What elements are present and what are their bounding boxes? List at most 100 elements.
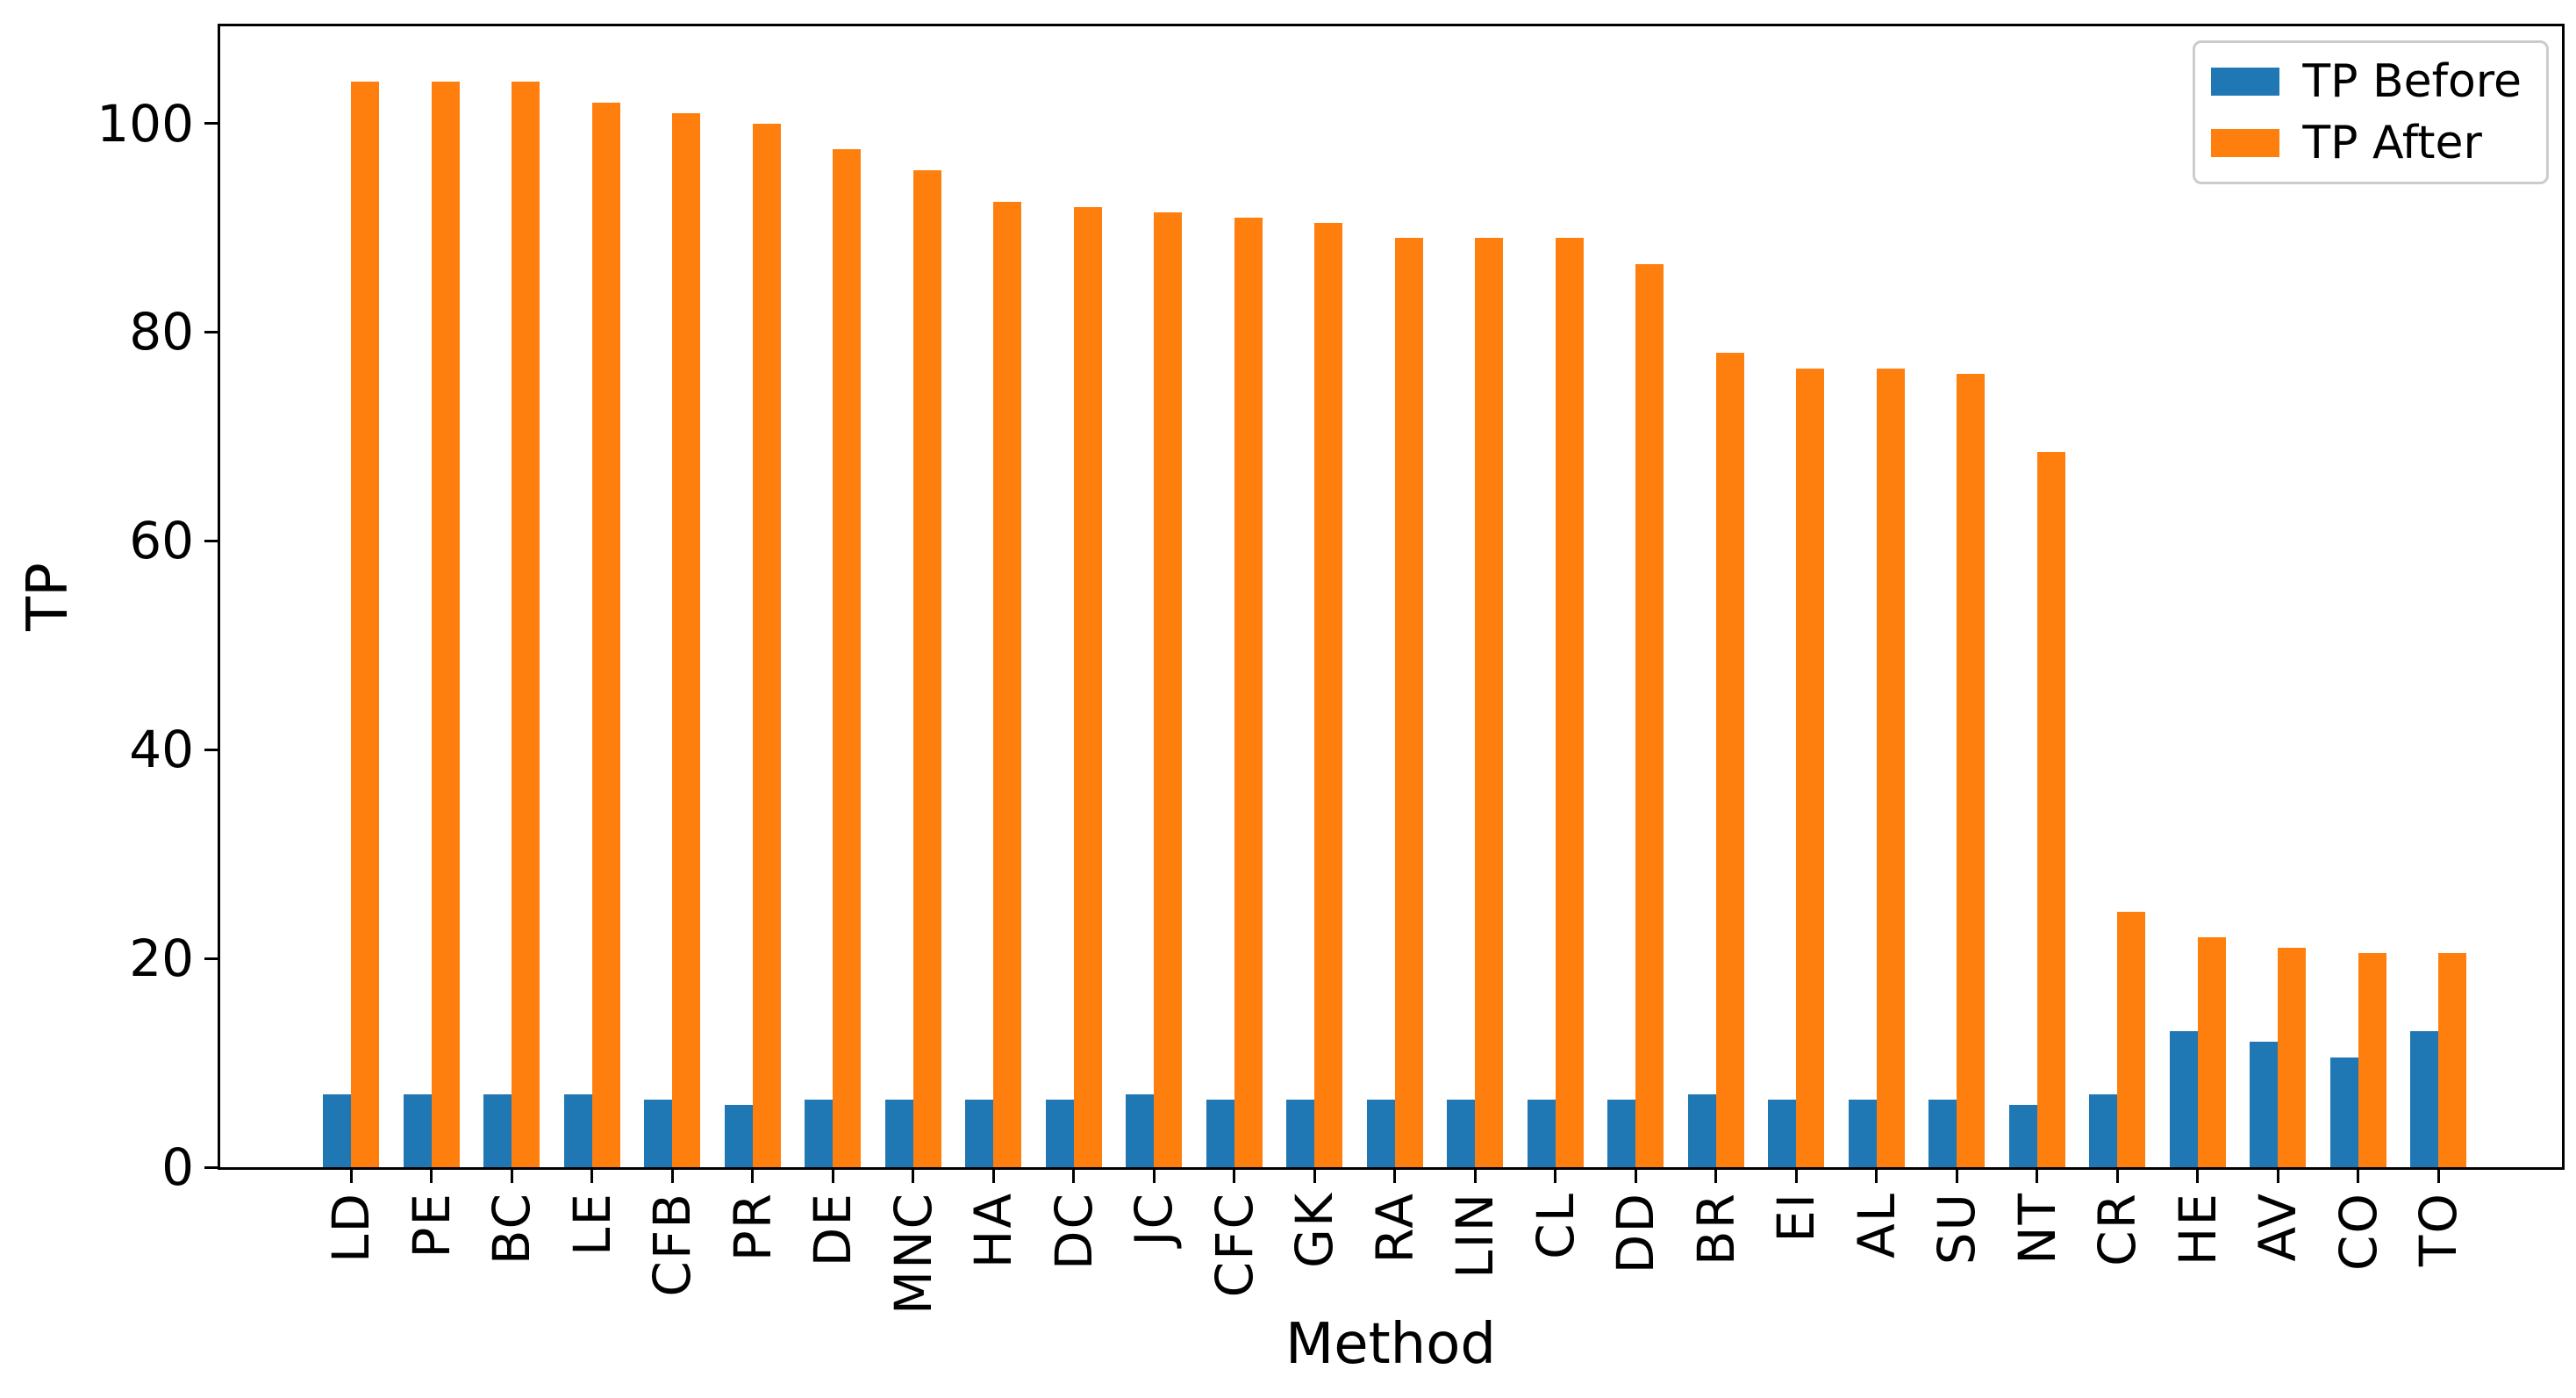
bar-tp-before-CL: [1527, 1099, 1556, 1167]
x-tick-label-RA: RA: [1364, 1192, 1425, 1264]
y-axis-label: TP: [16, 563, 81, 631]
x-tick-mark-BC: [510, 1167, 513, 1183]
bar-tp-after-RA: [1394, 238, 1423, 1167]
x-tick-mark-AL: [1875, 1167, 1878, 1183]
bar-tp-before-PR: [724, 1104, 753, 1167]
bar-tp-after-CFB: [672, 112, 700, 1167]
x-tick-label-DD: DD: [1606, 1192, 1665, 1274]
y-tick-mark-0: [204, 1165, 220, 1169]
x-tick-mark-RA: [1393, 1167, 1396, 1183]
x-tick-mark-CFB: [670, 1167, 674, 1183]
x-tick-mark-EI: [1794, 1167, 1798, 1183]
bar-tp-before-AL: [1848, 1099, 1877, 1167]
y-tick-label-0: 0: [161, 1137, 194, 1197]
x-tick-label-GK: GK: [1284, 1192, 1344, 1268]
bar-tp-before-NT: [2008, 1104, 2037, 1167]
bar-tp-after-TO: [2438, 953, 2466, 1167]
bar-tp-before-CO: [2329, 1057, 2358, 1167]
bar-tp-after-CR: [2117, 911, 2145, 1167]
x-tick-label-AL: AL: [1846, 1192, 1907, 1258]
y-tick-label-20: 20: [129, 928, 194, 989]
x-tick-label-NT: NT: [2007, 1192, 2067, 1265]
legend-label-tp-after: TP After: [2302, 117, 2482, 169]
bar-tp-before-HA: [965, 1099, 993, 1167]
bar-tp-before-LE: [563, 1093, 592, 1167]
bar-tp-after-MNC: [912, 170, 941, 1167]
x-tick-mark-HE: [2196, 1167, 2199, 1183]
bar-tp-before-CR: [2089, 1093, 2117, 1167]
legend: TP Before TP After: [2193, 40, 2549, 184]
bar-tp-before-BC: [483, 1093, 512, 1167]
x-tick-label-AV: AV: [2248, 1192, 2308, 1262]
y-tick-mark-80: [204, 330, 220, 333]
x-tick-mark-CR: [2115, 1167, 2119, 1183]
bar-tp-before-HE: [2169, 1031, 2198, 1167]
x-tick-label-LIN: LIN: [1445, 1192, 1505, 1279]
bar-tp-after-NT: [2036, 452, 2065, 1167]
bar-tp-after-BR: [1715, 353, 1744, 1167]
x-tick-mark-CO: [2357, 1167, 2359, 1183]
y-tick-mark-60: [204, 539, 220, 542]
x-axis-label: Method: [1284, 1312, 1497, 1377]
x-tick-label-CFB: CFB: [642, 1192, 702, 1297]
x-tick-mark-CFC: [1233, 1167, 1235, 1183]
bar-tp-after-DC: [1073, 206, 1102, 1167]
bar-tp-before-DC: [1045, 1099, 1074, 1167]
x-tick-label-CFC: CFC: [1204, 1192, 1264, 1298]
x-tick-label-LE: LE: [562, 1192, 622, 1256]
bar-tp-before-RA: [1366, 1099, 1395, 1167]
x-tick-mark-CL: [1554, 1167, 1556, 1183]
bar-tp-after-LD: [351, 82, 379, 1167]
x-tick-label-PE: PE: [401, 1192, 462, 1258]
bar-tp-after-PE: [431, 82, 460, 1167]
bar-tp-after-CL: [1555, 238, 1584, 1167]
bar-tp-before-BR: [1687, 1093, 1716, 1167]
x-tick-mark-LE: [590, 1167, 593, 1183]
bar-tp-before-JC: [1126, 1093, 1154, 1167]
bar-tp-after-GK: [1314, 222, 1342, 1167]
y-tick-mark-100: [204, 122, 220, 125]
y-tick-label-60: 60: [129, 511, 194, 571]
x-tick-mark-DD: [1634, 1167, 1637, 1183]
bar-tp-after-AL: [1876, 369, 1905, 1167]
bar-tp-before-LIN: [1447, 1099, 1475, 1167]
bar-tp-before-DD: [1607, 1099, 1635, 1167]
bar-tp-after-CFC: [1234, 217, 1263, 1167]
x-tick-label-DE: DE: [803, 1192, 862, 1267]
bar-tp-after-DE: [833, 149, 861, 1167]
x-tick-mark-NT: [2036, 1167, 2038, 1183]
x-tick-mark-PE: [430, 1167, 433, 1183]
bar-tp-before-SU: [1928, 1099, 1957, 1167]
bar-tp-after-DD: [1635, 264, 1664, 1167]
bar-tp-after-JC: [1154, 211, 1182, 1167]
bar-tp-after-CO: [2358, 953, 2386, 1167]
x-tick-label-CO: CO: [2328, 1192, 2388, 1272]
bar-tp-after-HA: [993, 201, 1021, 1167]
x-tick-mark-TO: [2436, 1167, 2440, 1183]
legend-swatch-tp-before: [2211, 68, 2280, 96]
bar-tp-before-LD: [323, 1093, 351, 1167]
x-tick-mark-DC: [1072, 1167, 1075, 1183]
x-tick-label-DC: DC: [1043, 1192, 1104, 1271]
bar-tp-after-SU: [1957, 374, 1985, 1167]
x-tick-label-EI: EI: [1766, 1192, 1826, 1243]
legend-row-tp-before: TP Before: [2211, 57, 2522, 106]
bar-tp-before-AV: [2250, 1042, 2278, 1167]
bar-tp-before-GK: [1286, 1099, 1314, 1167]
bar-tp-before-EI: [1768, 1099, 1796, 1167]
x-tick-label-CR: CR: [2087, 1192, 2147, 1266]
x-tick-mark-LD: [349, 1167, 353, 1183]
x-tick-label-MNC: MNC: [883, 1192, 943, 1315]
x-tick-label-BR: BR: [1685, 1192, 1746, 1266]
x-tick-label-LD: LD: [321, 1192, 381, 1263]
x-tick-label-HA: HA: [963, 1192, 1023, 1269]
x-tick-mark-BR: [1714, 1167, 1717, 1183]
plot-area: TP Before TP After 0 20 40 60 80 100 LD PE BC LE CF…: [97, 24, 2565, 1315]
bar-tp-before-PE: [403, 1093, 432, 1167]
x-tick-label-PR: PR: [722, 1192, 783, 1262]
x-tick-mark-LIN: [1473, 1167, 1477, 1183]
x-tick-mark-AV: [2276, 1167, 2279, 1183]
x-tick-mark-GK: [1313, 1167, 1316, 1183]
legend-row-tp-after: TP After: [2211, 118, 2522, 168]
